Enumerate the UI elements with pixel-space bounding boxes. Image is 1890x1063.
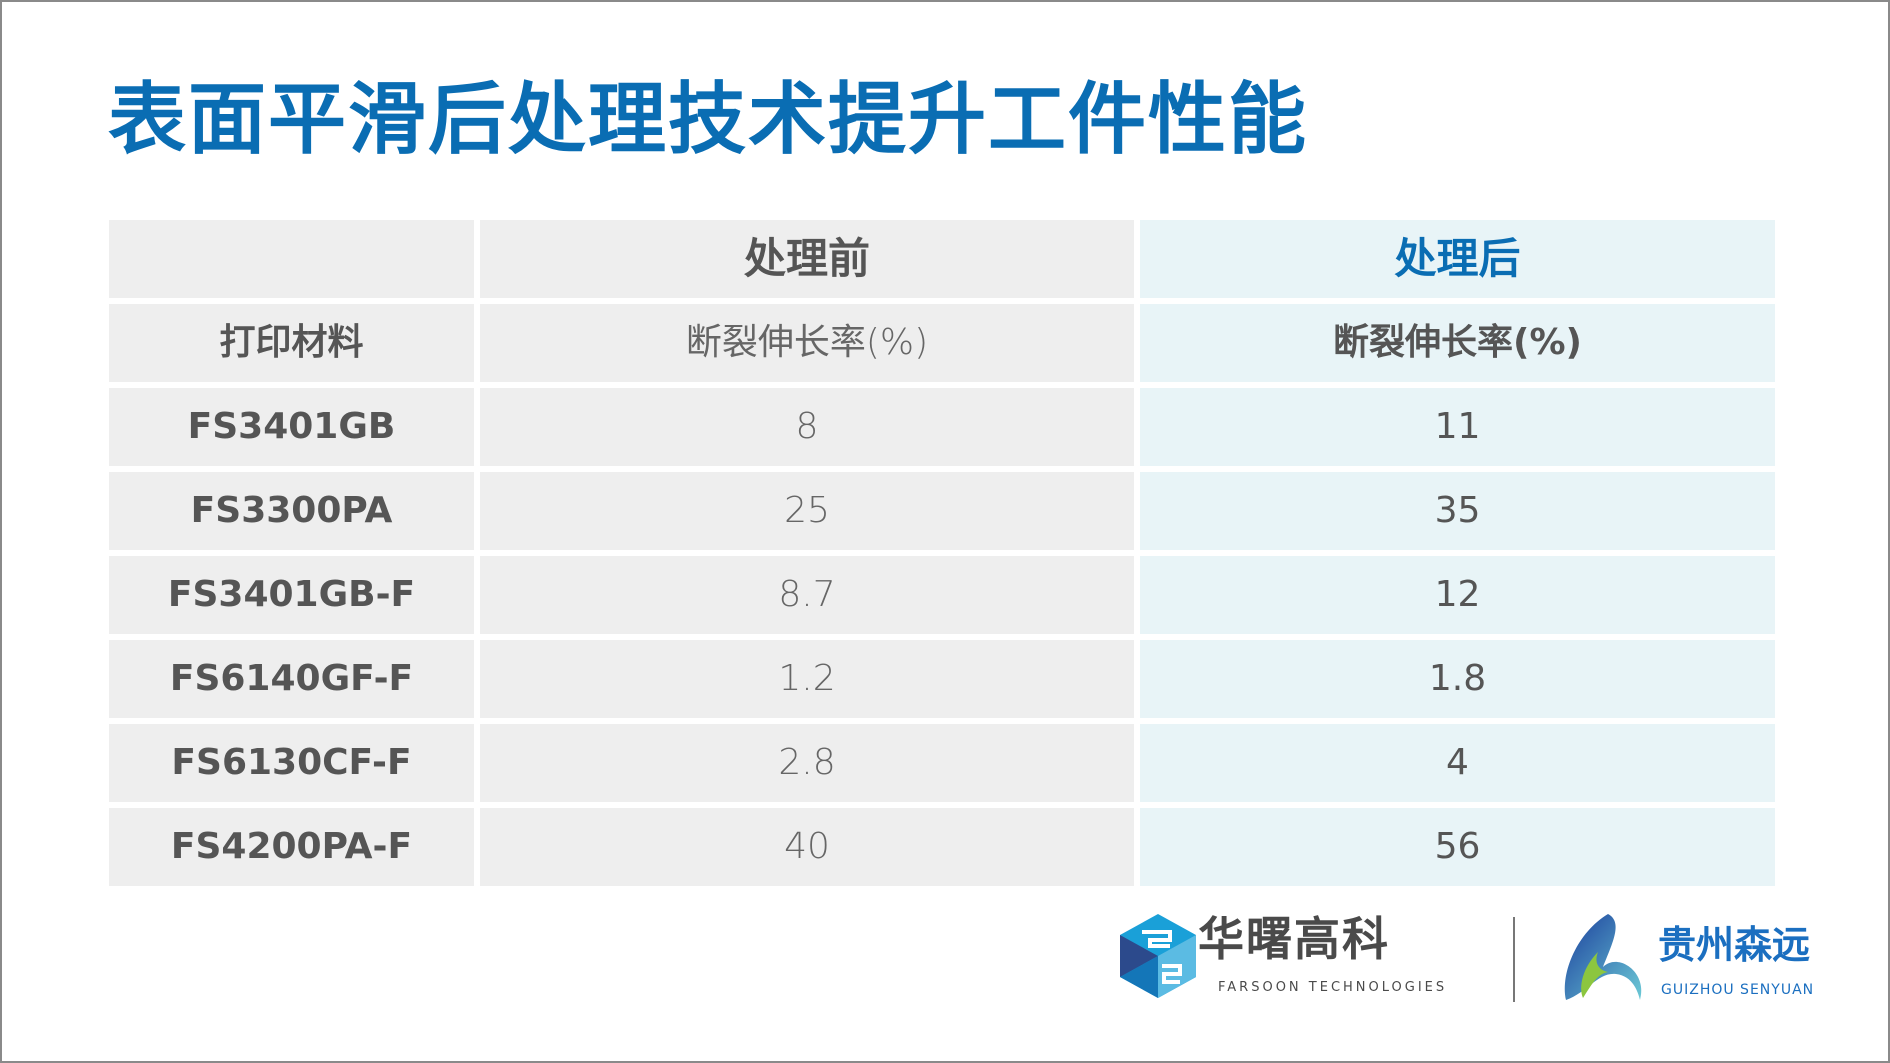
farsoon-name-en: FARSOON TECHNOLOGIES [1218,980,1448,995]
cell-material: FS4200PA-F [109,808,474,886]
subheader-material: 打印材料 [109,304,474,382]
guizhou-senyuan-logo-icon [1564,914,1642,1000]
farsoon-cube-icon [1120,914,1196,998]
slide-title: 表面平滑后处理技术提升工件性能 [108,75,1309,165]
header-before: 处理前 [480,220,1134,298]
cell-after: 11 [1140,388,1775,466]
cell-before: 40 [480,808,1134,886]
logo-divider [1513,917,1515,1002]
elongation-table: 处理前 处理后 打印材料 断裂伸长率(%) 断裂伸长率(%) FS3401GB 8… [109,220,1775,886]
cell-after: 4 [1140,724,1775,802]
cell-after: 1.8 [1140,640,1775,718]
cell-before: 8.7 [480,556,1134,634]
farsoon-name-cn: 华曙高科 [1198,912,1390,966]
cell-before: 25 [480,472,1134,550]
cell-after: 35 [1140,472,1775,550]
cell-before: 1.2 [480,640,1134,718]
cell-material: FS3300PA [109,472,474,550]
header-blank [109,220,474,298]
cell-before: 8 [480,388,1134,466]
cell-material: FS3401GB [109,388,474,466]
subheader-after: 断裂伸长率(%) [1140,304,1775,382]
cell-after: 12 [1140,556,1775,634]
subheader-before: 断裂伸长率(%) [480,304,1134,382]
header-after: 处理后 [1140,220,1775,298]
cell-material: FS6130CF-F [109,724,474,802]
cell-material: FS3401GB-F [109,556,474,634]
cell-after: 56 [1140,808,1775,886]
guizhou-name-cn: 贵州森远 [1658,923,1811,967]
cell-material: FS6140GF-F [109,640,474,718]
guizhou-name-en: GUIZHOU SENYUAN [1661,982,1815,998]
cell-before: 2.8 [480,724,1134,802]
logos: 华曙高科 FARSOON TECHNOLOGIES 贵州森远 GUIZHOU S… [1118,912,1838,1008]
